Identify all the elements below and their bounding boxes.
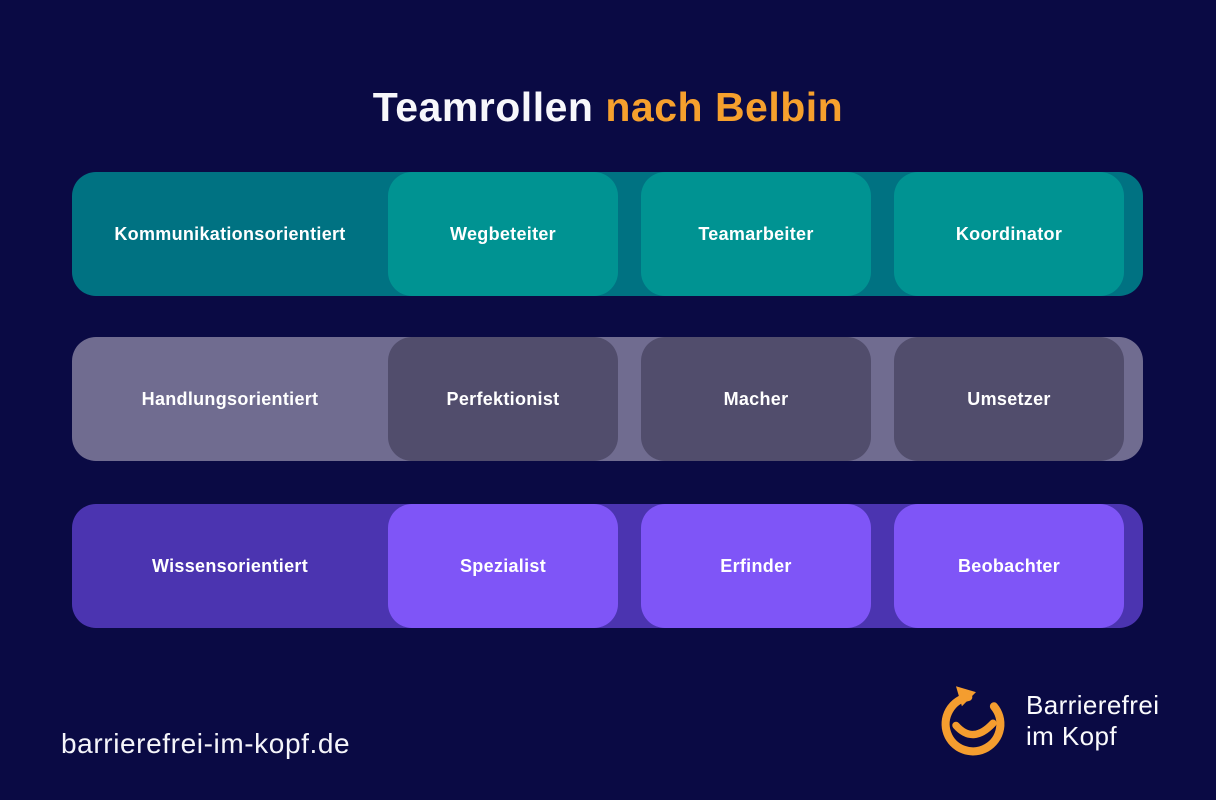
brand-name-line2: im Kopf	[1026, 721, 1117, 751]
role-box: Umsetzer	[894, 337, 1124, 461]
website-url: barrierefrei-im-kopf.de	[61, 728, 351, 759]
role-label: Koordinator	[955, 223, 1063, 244]
role-box: Wegbeteiter	[388, 172, 618, 296]
role-label: Teamarbeiter	[698, 223, 814, 244]
category-label: Kommunikationsorientiert	[114, 223, 346, 244]
role-label: Spezialist	[459, 555, 547, 576]
role-label: Perfektionist	[446, 388, 560, 409]
page-title-main: Teamrollen	[372, 84, 594, 130]
category-band-kommunikationsorientiert: Kommunikationsorientiert Wegbeteiter Tea…	[72, 172, 1143, 296]
role-label: Beobachter	[957, 555, 1061, 576]
role-label: Erfinder	[720, 555, 792, 576]
role-box: Spezialist	[388, 504, 618, 628]
category-label-cell: Wissensorientiert	[72, 504, 388, 628]
role-box: Erfinder	[641, 504, 871, 628]
role-box: Perfektionist	[388, 337, 618, 461]
role-box: Koordinator	[894, 172, 1124, 296]
category-label: Wissensorientiert	[152, 555, 308, 576]
brand-logo: Barrierefrei im Kopf	[936, 684, 1159, 758]
role-label: Umsetzer	[967, 388, 1051, 409]
brand-name-line1: Barrierefrei	[1026, 690, 1160, 721]
category-band-handlungsorientiert: Handlungsorientiert Perfektionist Macher…	[72, 337, 1143, 461]
brand-name: Barrierefrei im Kopf	[1026, 690, 1159, 751]
role-box: Macher	[641, 337, 871, 461]
loop-arrow-smile-icon	[941, 686, 1005, 756]
page-title-accent: nach Belbin	[605, 84, 844, 130]
category-label-cell: Kommunikationsorientiert	[72, 172, 388, 296]
role-box: Teamarbeiter	[641, 172, 871, 296]
category-band-wissensorientiert: Wissensorientiert Spezialist Erfinder Be…	[72, 504, 1143, 628]
page-title: Teamrollen nach Belbin	[0, 84, 1216, 131]
role-label: Macher	[723, 388, 789, 409]
role-box: Beobachter	[894, 504, 1124, 628]
role-label: Wegbeteiter	[450, 223, 556, 244]
category-label-cell: Handlungsorientiert	[72, 337, 388, 461]
category-label: Handlungsorientiert	[141, 388, 319, 409]
